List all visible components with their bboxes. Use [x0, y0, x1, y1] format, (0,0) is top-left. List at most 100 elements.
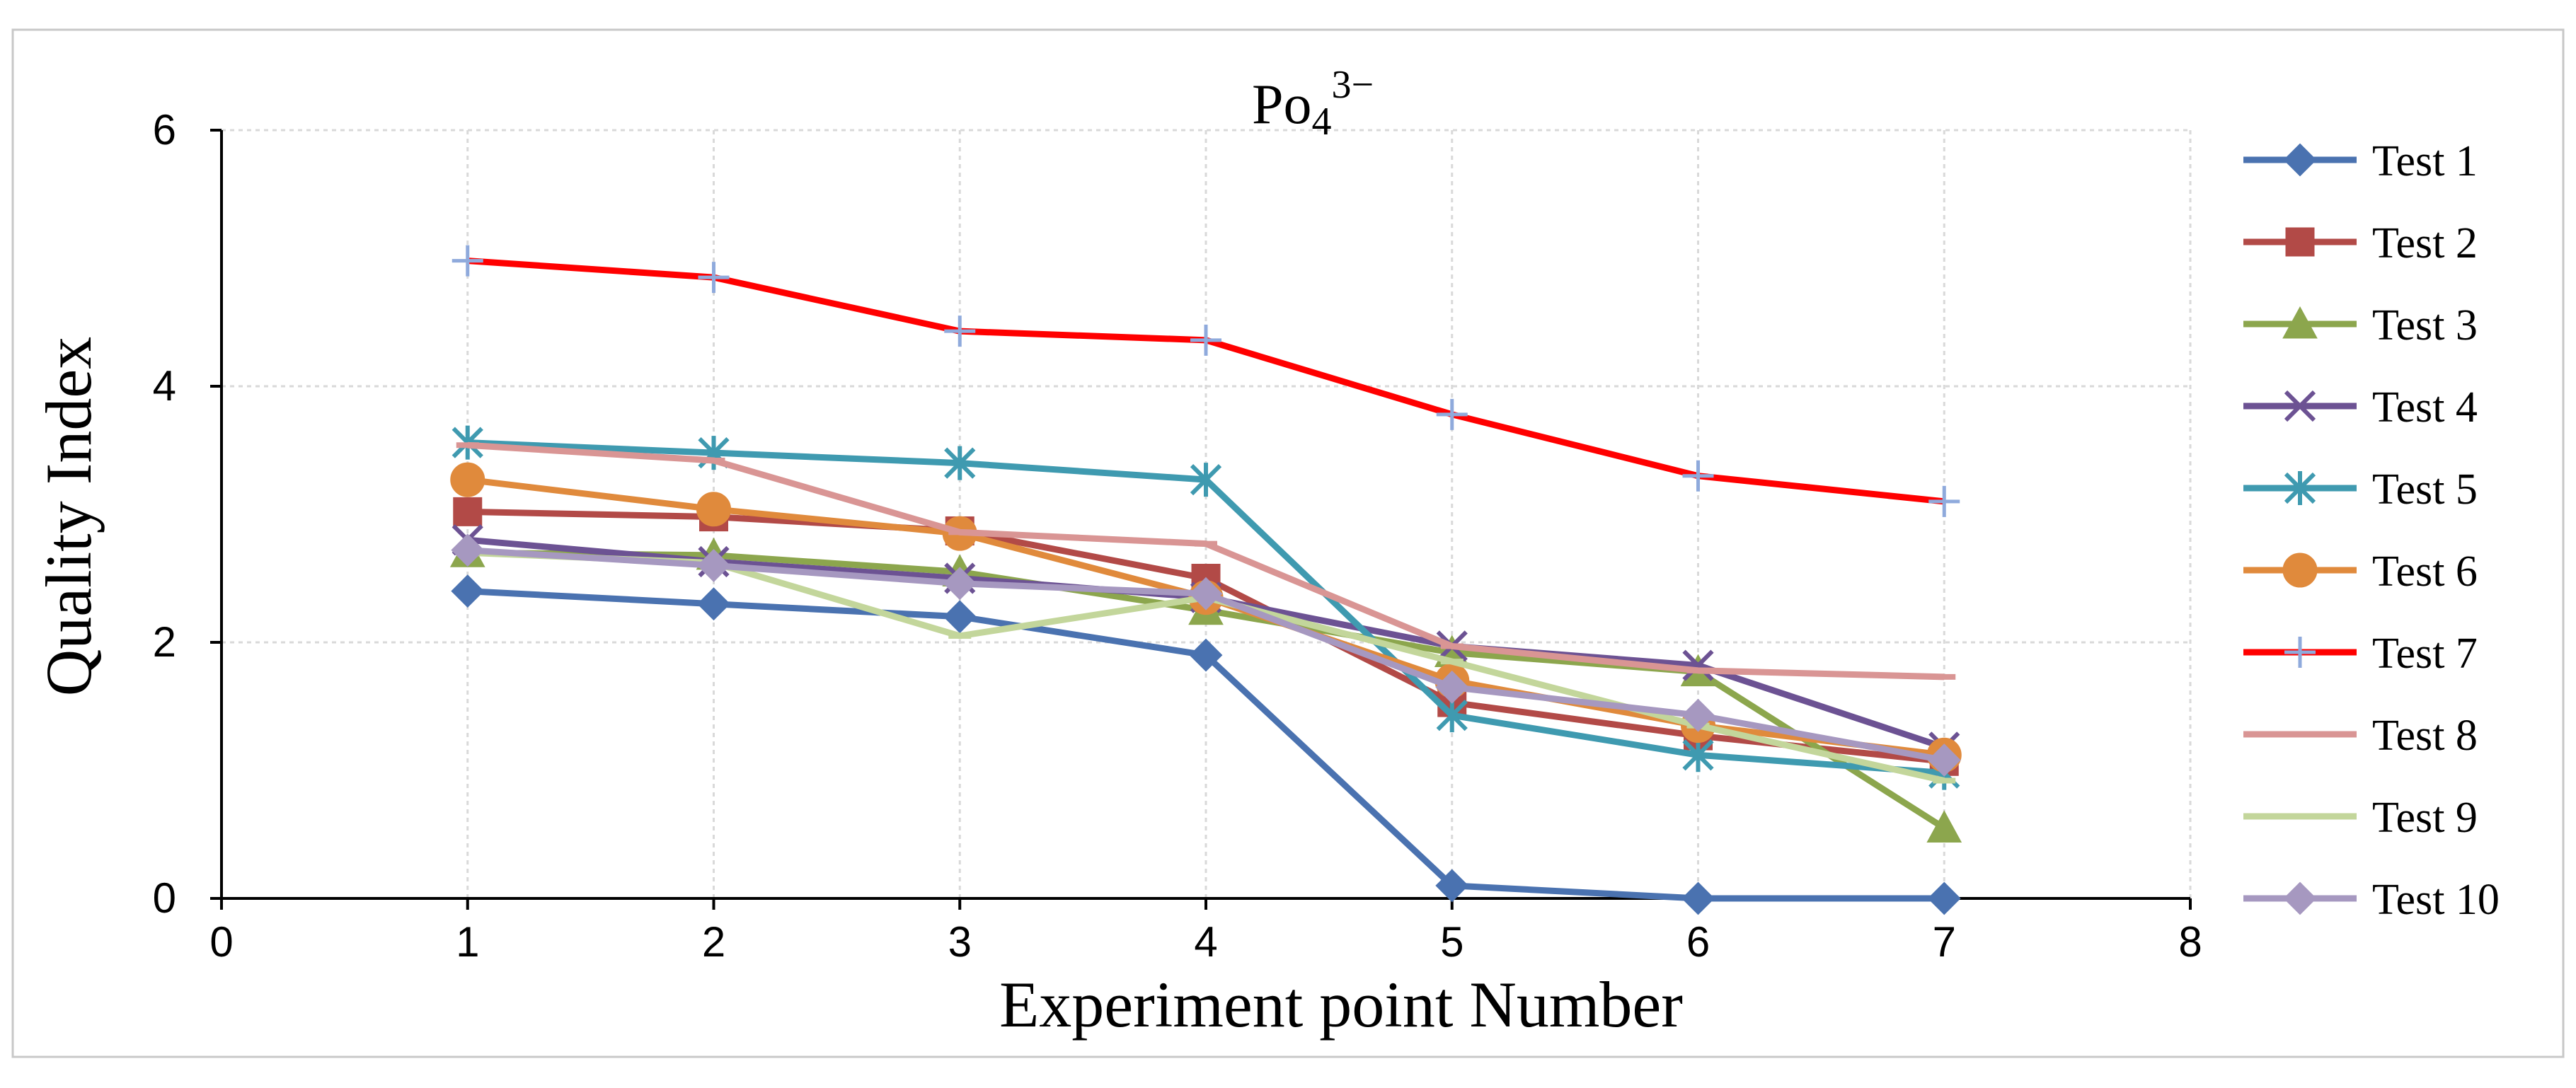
- legend-swatch-marker: [2283, 143, 2317, 177]
- x-axis-title: Experiment point Number: [999, 968, 1683, 1041]
- legend-swatch-marker: [2284, 637, 2316, 668]
- series-test-8-point: [1933, 673, 1956, 680]
- chart-border: [11, 28, 2565, 1058]
- legend-label: Test 6: [2372, 548, 2478, 596]
- series-test-10-point: [1927, 743, 1961, 777]
- legend: Test 1 Test 2 Test 3 Test 4 Test 5 Test 6 Test…: [2243, 137, 2500, 924]
- chart-title-superscript: 3−: [1331, 63, 1374, 107]
- legend-label: Test 9: [2372, 794, 2478, 842]
- legend-item-test-6: Test 6: [2243, 548, 2478, 596]
- y-tick-label: 6: [153, 106, 176, 154]
- legend-label: Test 4: [2372, 383, 2478, 432]
- x-tick-label: 0: [209, 918, 233, 966]
- x-tick-label: 2: [702, 918, 725, 966]
- legend-label: Test 7: [2372, 630, 2478, 678]
- series-test-1-point: [451, 574, 485, 608]
- legend-item-test-5: Test 5: [2243, 465, 2478, 514]
- series-test-9-point: [948, 632, 972, 639]
- gridlines: [222, 129, 2192, 898]
- x-tick-label: 7: [1933, 918, 1956, 966]
- legend-item-test-8: Test 8: [2243, 712, 2478, 760]
- series-test-5-point: [944, 446, 976, 480]
- series-test-8: [456, 441, 1956, 681]
- series-test-10-point: [1681, 698, 1715, 732]
- series-test-7-point: [1928, 485, 1960, 517]
- series-test-7-point: [944, 316, 976, 347]
- x-tick-label: 1: [456, 918, 479, 966]
- y-tick-label: 0: [153, 874, 176, 922]
- legend-item-test-3: Test 3: [2243, 301, 2478, 349]
- legend-label: Test 3: [2372, 301, 2478, 349]
- series-test-8-point: [702, 457, 725, 463]
- series-test-1-point: [943, 600, 977, 634]
- series-test-5-point: [1190, 463, 1222, 497]
- series-test-1-point: [1189, 638, 1223, 672]
- x-tick-label: 3: [948, 918, 972, 966]
- legend-swatch-marker: [2284, 471, 2316, 505]
- series-test-4-point: [1682, 649, 1714, 681]
- x-tick-label: 5: [1440, 918, 1464, 966]
- legend-swatch-marker: [2283, 881, 2317, 915]
- series-test-8-point: [1440, 643, 1464, 649]
- series-test-10-point: [1189, 577, 1223, 610]
- legend-label: Test 1: [2372, 137, 2478, 185]
- series-test-1-point: [1927, 881, 1961, 915]
- series-test-10-point: [943, 567, 977, 601]
- series-test-1: [451, 574, 1961, 915]
- series-test-9-point: [1933, 777, 1956, 784]
- chart-title-subscript: 4: [1311, 100, 1331, 144]
- series-test-3-point: [1926, 810, 1962, 843]
- series-test-8-point: [948, 529, 972, 536]
- series-test-7-point: [452, 245, 483, 277]
- legend-swatch-marker: [2282, 306, 2318, 339]
- legend-item-test-2: Test 2: [2243, 219, 2478, 267]
- series-test-10-point: [1435, 670, 1469, 704]
- series-test-8-point: [1195, 540, 1217, 547]
- series-test-1-point: [1435, 869, 1469, 903]
- series-test-1-point: [697, 587, 730, 621]
- series-test-7-point: [1436, 398, 1468, 430]
- series-test-2-point: [453, 497, 483, 526]
- series-test-7-point: [698, 262, 730, 294]
- series-test-8-point: [1686, 667, 1710, 673]
- legend-item-test-7: Test 7: [2243, 630, 2478, 678]
- series-group: [449, 245, 1962, 915]
- series-test-10-point: [697, 548, 730, 582]
- series-test-6-point: [450, 462, 485, 497]
- series-test-7-point: [1190, 324, 1221, 356]
- x-tick-label: 8: [2178, 918, 2202, 966]
- chart-title-main: Po: [1252, 74, 1312, 136]
- series-test-10: [451, 533, 1961, 777]
- legend-label: Test 10: [2372, 876, 2500, 924]
- legend-item-test-1: Test 1: [2243, 137, 2478, 185]
- x-tick-label: 6: [1686, 918, 1710, 966]
- y-axis-title: Quality Index: [33, 337, 105, 696]
- series-test-8-point: [456, 442, 479, 448]
- series-test-9-point: [1440, 659, 1464, 665]
- legend-item-test-10: Test 10: [2243, 876, 2500, 924]
- series-test-1-point: [1681, 881, 1715, 915]
- legend-swatch-marker: [2289, 814, 2311, 819]
- legend-swatch-marker: [2289, 731, 2311, 737]
- y-tick-label: 4: [153, 362, 176, 410]
- legend-item-test-4: Test 4: [2243, 383, 2478, 432]
- x-tick-label: 4: [1194, 918, 1217, 966]
- series-test-5-point: [1436, 698, 1468, 733]
- series-test-6-point: [696, 492, 731, 527]
- chart-title: Po43−: [1252, 63, 1374, 144]
- y-tick-label: 2: [153, 618, 176, 666]
- series-test-7-point: [1682, 460, 1714, 492]
- legend-swatch-marker: [2284, 390, 2316, 422]
- legend-swatch-marker: [2285, 227, 2315, 257]
- legend-item-test-9: Test 9: [2243, 794, 2478, 842]
- legend-label: Test 5: [2372, 465, 2478, 514]
- legend-label: Test 8: [2372, 712, 2478, 760]
- legend-label: Test 2: [2372, 219, 2478, 267]
- series-test-7: [452, 245, 1960, 517]
- series-test-5-point: [1682, 738, 1714, 772]
- series-test-10-point: [451, 533, 485, 567]
- labels: Po43− Experiment point Number Quality In…: [33, 63, 1683, 1041]
- legend-swatch-marker: [2282, 552, 2318, 588]
